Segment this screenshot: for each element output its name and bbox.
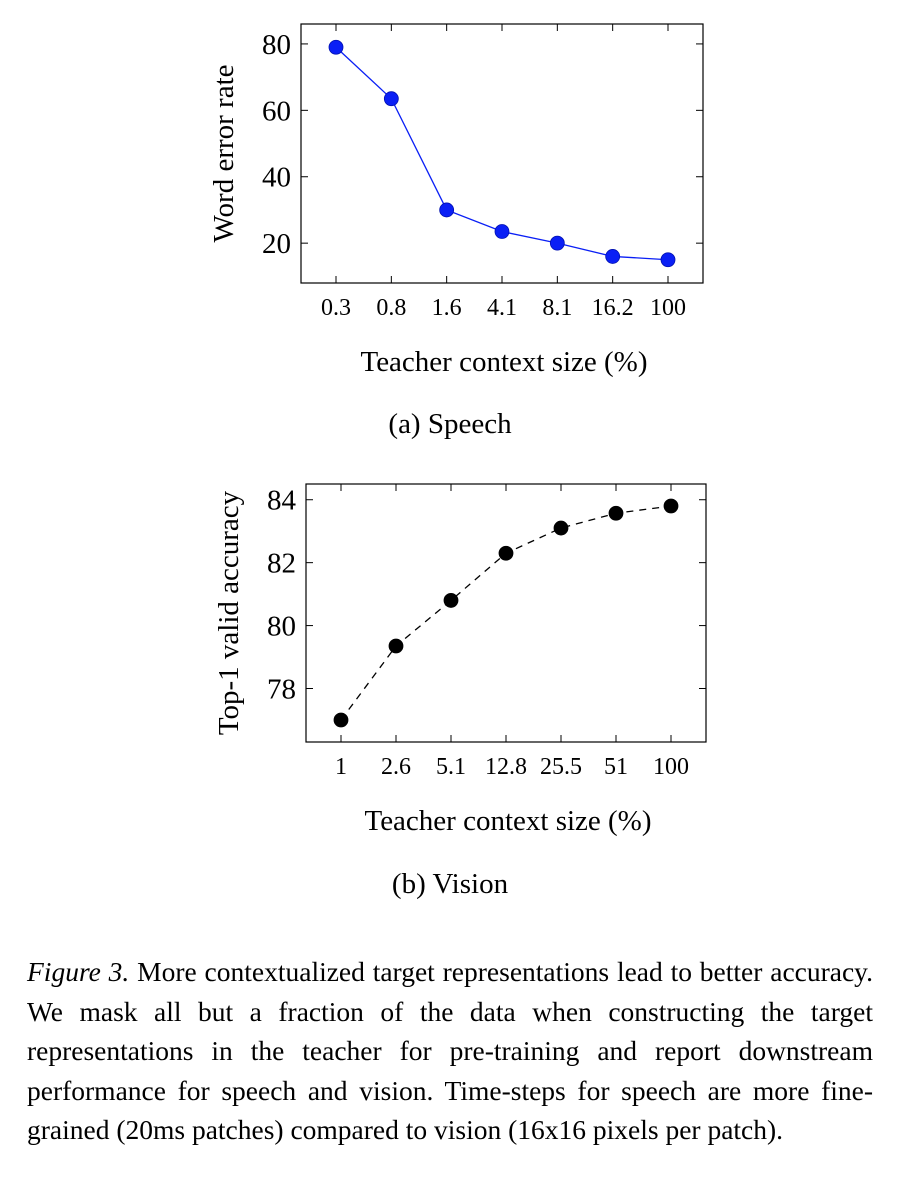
speech-y-tick-label: 20 bbox=[262, 228, 291, 260]
vision-y-axis-label: Top-1 valid accuracy bbox=[213, 490, 245, 735]
subcaption-speech: (a) Speech bbox=[388, 408, 512, 440]
vision-y-tick-label: 78 bbox=[267, 674, 296, 706]
vision-data-point bbox=[498, 545, 514, 561]
speech-data-point bbox=[328, 39, 344, 55]
vision-x-tick-label: 25.5 bbox=[540, 754, 582, 780]
speech-x-tick-label: 0.3 bbox=[321, 295, 351, 321]
speech-plot-frame bbox=[300, 23, 704, 284]
speech-y-tick-label: 80 bbox=[262, 29, 291, 61]
vision-data-point bbox=[608, 505, 624, 521]
speech-x-tick-label: 4.1 bbox=[487, 295, 517, 321]
vision-y-tick-label: 80 bbox=[267, 611, 296, 643]
speech-x-tick-label: 0.8 bbox=[376, 295, 406, 321]
speech-data-point bbox=[383, 91, 399, 107]
figure-caption-text: More contextualized target representatio… bbox=[27, 956, 874, 1145]
speech-x-tick-label: 1.6 bbox=[432, 295, 462, 321]
speech-x-tick-label: 16.2 bbox=[592, 295, 634, 321]
speech-y-tick-label: 60 bbox=[262, 95, 291, 127]
speech-y-tick-label: 40 bbox=[262, 162, 291, 194]
speech-data-point bbox=[494, 224, 510, 239]
vision-x-axis-label: Teacher context size (%) bbox=[365, 805, 652, 837]
speech-data-point bbox=[549, 235, 565, 251]
vision-x-tick-label: 1 bbox=[335, 754, 347, 780]
vision-x-tick-label: 100 bbox=[653, 754, 689, 780]
vision-plot-frame bbox=[305, 483, 707, 743]
vision-data-point bbox=[663, 498, 679, 514]
vision-data-point bbox=[553, 520, 569, 536]
figure-caption: Figure 3. More contextualized target rep… bbox=[27, 952, 873, 1150]
speech-data-point bbox=[439, 202, 455, 218]
speech-x-axis-label: Teacher context size (%) bbox=[361, 346, 648, 378]
subcaption-vision: (b) Vision bbox=[391, 868, 509, 900]
vision-data-point bbox=[333, 712, 349, 728]
speech-y-axis-label: Word error rate bbox=[208, 64, 240, 242]
vision-x-tick-label: 2.6 bbox=[381, 754, 411, 780]
vision-x-tick-label: 12.8 bbox=[485, 754, 527, 780]
vision-x-tick-label: 5.1 bbox=[436, 754, 466, 780]
speech-data-point bbox=[605, 249, 621, 264]
figure-label: Figure 3. bbox=[27, 956, 130, 987]
speech-x-tick-label: 100 bbox=[650, 295, 686, 321]
vision-x-tick-label: 51 bbox=[604, 754, 628, 780]
speech-chart: 0.3 0.8 1.6 4.1 8.1 16.2 100 20 40 60 80 Teacher co… bbox=[208, 23, 704, 378]
vision-chart: 1 2.6 5.1 12.8 25.5 51 100 78 80 82 84 Teacher cont… bbox=[213, 483, 707, 837]
vision-data-point bbox=[443, 593, 459, 608]
vision-data-point bbox=[388, 638, 404, 654]
speech-data-point bbox=[660, 252, 676, 268]
vision-series-line bbox=[340, 505, 672, 721]
vision-y-tick-label: 84 bbox=[267, 485, 297, 517]
vision-y-tick-label: 82 bbox=[267, 548, 296, 580]
speech-x-tick-label: 8.1 bbox=[542, 295, 572, 321]
